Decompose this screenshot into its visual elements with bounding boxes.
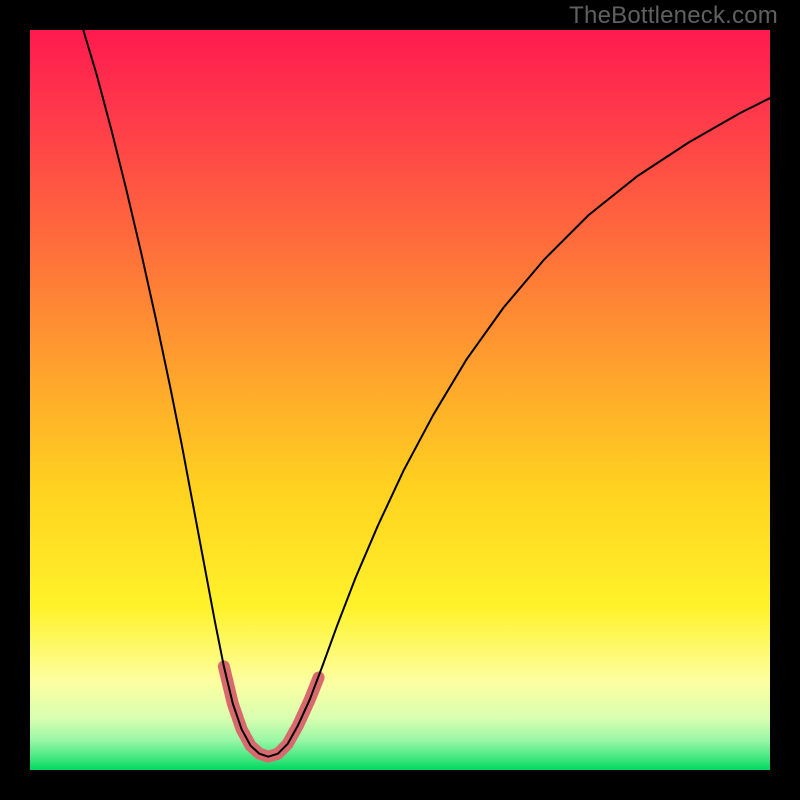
watermark-text: TheBottleneck.com [569,2,778,30]
bottleneck-chart [0,0,800,800]
plot-background [30,30,770,770]
chart-frame: TheBottleneck.com [0,0,800,800]
